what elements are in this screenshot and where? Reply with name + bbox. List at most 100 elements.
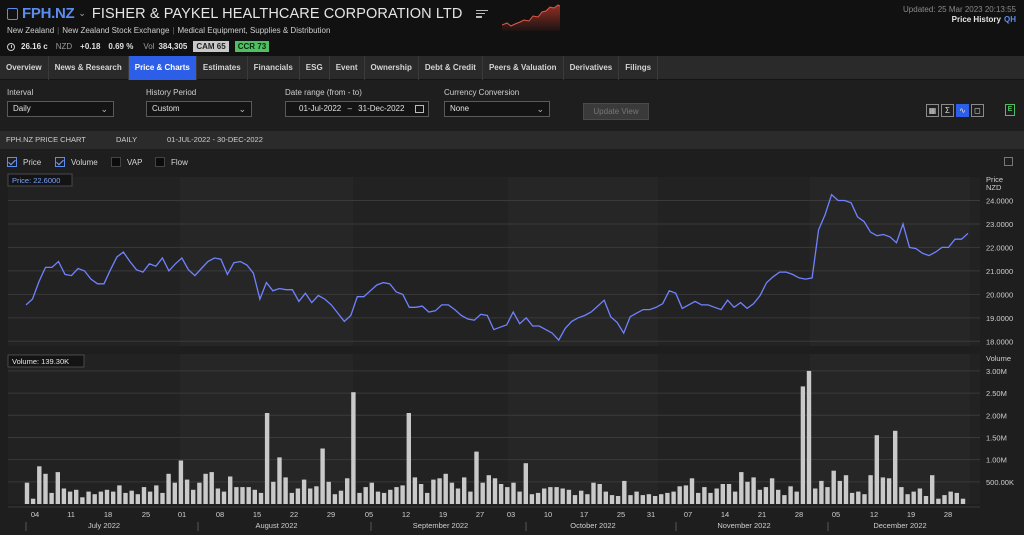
sum-icon[interactable]: Σ <box>941 104 954 117</box>
volume-bar[interactable] <box>806 370 812 504</box>
volume-bar[interactable] <box>24 482 30 504</box>
volume-bar[interactable] <box>579 490 584 504</box>
price-checkbox[interactable] <box>7 157 17 167</box>
volume-bar[interactable] <box>696 492 701 504</box>
volume-bar[interactable] <box>819 480 824 504</box>
volume-bar[interactable] <box>492 478 498 504</box>
volume-bar[interactable] <box>30 498 36 504</box>
tab-overview[interactable]: Overview <box>0 56 49 80</box>
volume-bar[interactable] <box>671 491 676 504</box>
volume-bar[interactable] <box>320 448 325 505</box>
volume-bar[interactable] <box>480 482 485 504</box>
volume-bar[interactable] <box>258 492 264 504</box>
volume-bar[interactable] <box>751 477 756 504</box>
volume-bar[interactable] <box>147 491 153 504</box>
volume-bar[interactable] <box>418 484 424 504</box>
toggle-price[interactable]: Price <box>7 157 41 167</box>
ric-code[interactable]: FPH.NZ <box>22 5 75 22</box>
volume-bar[interactable] <box>486 475 491 504</box>
volume-bar[interactable] <box>566 489 572 504</box>
volume-bar[interactable] <box>332 494 338 504</box>
volume-bar[interactable] <box>849 492 855 504</box>
volume-bar[interactable] <box>609 495 615 504</box>
volume-bar[interactable] <box>511 482 516 504</box>
volume-bar[interactable] <box>271 481 276 504</box>
volume-bar[interactable] <box>129 490 134 504</box>
volume-bar[interactable] <box>252 489 257 504</box>
volume-bar[interactable] <box>388 489 393 504</box>
app-code[interactable]: QH <box>1004 15 1016 24</box>
volume-bar[interactable] <box>135 494 140 504</box>
volume-bar[interactable] <box>154 485 159 504</box>
volume-bar[interactable] <box>468 491 473 504</box>
document-icon[interactable] <box>7 7 18 20</box>
volume-bar[interactable] <box>166 473 171 504</box>
volume-bar[interactable] <box>505 487 510 504</box>
volume-bar[interactable] <box>917 488 923 505</box>
volume-bar[interactable] <box>948 491 953 504</box>
volume-bar[interactable] <box>191 489 196 504</box>
volume-bar[interactable] <box>234 487 239 504</box>
volume-bar[interactable] <box>246 487 251 504</box>
volume-bar[interactable] <box>683 485 689 504</box>
volume-bar[interactable] <box>160 492 165 504</box>
period-select[interactable]: Custom ⌄ <box>146 101 252 117</box>
update-view-button[interactable]: Update View <box>583 103 649 120</box>
volume-bar[interactable] <box>640 495 645 504</box>
volume-bar[interactable] <box>769 478 775 504</box>
volume-bar[interactable] <box>634 491 639 504</box>
volume-bar[interactable] <box>911 491 916 504</box>
exchange[interactable]: New Zealand Stock Exchange <box>62 26 170 35</box>
volume-bar[interactable] <box>462 477 467 504</box>
volume-bar[interactable] <box>554 487 559 504</box>
price-line[interactable] <box>25 193 969 342</box>
volume-bar[interactable] <box>800 386 806 504</box>
volume-bar[interactable] <box>289 492 294 504</box>
volume-bar[interactable] <box>98 491 104 504</box>
volume-bar[interactable] <box>111 491 116 504</box>
ccr-badge[interactable]: CCR 73 <box>234 41 270 52</box>
volume-bar[interactable] <box>338 490 344 504</box>
volume-bar[interactable] <box>886 478 892 504</box>
volume-bar[interactable] <box>86 491 91 504</box>
volume-bar[interactable] <box>123 492 128 504</box>
toggle-flow[interactable]: Flow <box>155 157 188 167</box>
volume-bar[interactable] <box>542 488 547 505</box>
volume-bar[interactable] <box>209 472 214 504</box>
volume-bar[interactable] <box>74 489 79 504</box>
volume-bar[interactable] <box>308 488 313 505</box>
bookmark-icon[interactable]: ◻ <box>971 104 984 117</box>
volume-bar[interactable] <box>104 489 110 504</box>
volume-bar[interactable] <box>43 473 48 504</box>
volume-bar[interactable] <box>357 492 362 504</box>
volume-bar[interactable] <box>591 482 596 504</box>
volume-bar[interactable] <box>702 487 707 504</box>
volume-bar[interactable] <box>412 477 418 504</box>
volume-bar[interactable] <box>535 492 541 504</box>
volume-bar[interactable] <box>763 487 769 504</box>
volume-bar[interactable] <box>708 492 713 504</box>
volume-bar[interactable] <box>314 486 319 505</box>
volume-bar[interactable] <box>843 475 849 504</box>
volume-bar[interactable] <box>560 488 565 505</box>
volume-bar[interactable] <box>215 488 221 505</box>
volume-bar[interactable] <box>172 482 177 504</box>
volume-bar[interactable] <box>141 487 147 504</box>
volume-bar[interactable] <box>628 495 633 504</box>
volume-bar[interactable] <box>615 496 621 504</box>
volume-bar[interactable] <box>874 435 879 504</box>
tab-price-charts[interactable]: Price & Charts <box>128 56 197 80</box>
volume-bar[interactable] <box>930 475 935 504</box>
tab-news-research[interactable]: News & Research <box>49 56 129 80</box>
volume-bar[interactable] <box>67 491 73 504</box>
volume-bar[interactable] <box>363 487 368 504</box>
volume-bar[interactable] <box>954 492 959 504</box>
volume-bar[interactable] <box>936 498 941 504</box>
calendar-icon[interactable] <box>415 105 424 113</box>
chart-icon[interactable]: ∿ <box>956 104 969 117</box>
volume-bar[interactable] <box>375 491 381 504</box>
volume-bar[interactable] <box>523 463 528 504</box>
volume-bar[interactable] <box>400 485 405 504</box>
volume-bar[interactable] <box>221 491 227 504</box>
volume-bar[interactable] <box>264 413 270 504</box>
